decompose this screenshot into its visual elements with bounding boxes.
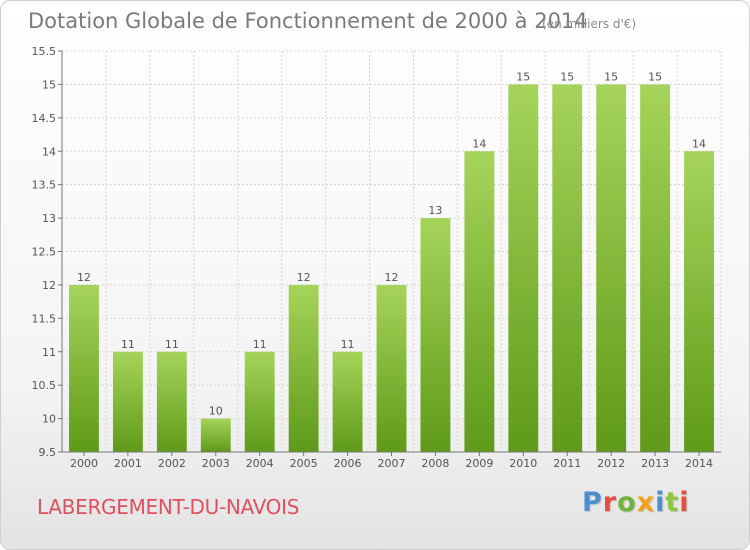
x-tick-label: 2006 — [334, 457, 362, 470]
x-tick-label: 2009 — [465, 457, 493, 470]
bar — [640, 84, 671, 453]
x-tick-label: 2005 — [290, 457, 318, 470]
bar-value-label: 11 — [341, 338, 355, 351]
y-tick-label: 12 — [42, 279, 56, 292]
bar-value-label: 10 — [209, 405, 223, 418]
bar-value-label: 11 — [121, 338, 135, 351]
bar — [288, 284, 319, 452]
bar-value-label: 15 — [648, 70, 662, 83]
x-tick-label: 2007 — [378, 457, 406, 470]
logo-letter: i — [655, 487, 666, 518]
bar — [112, 351, 143, 452]
bar — [552, 84, 583, 453]
x-tick-label: 2000 — [70, 457, 98, 470]
x-tick-label: 2014 — [685, 457, 713, 470]
y-tick-label: 11 — [42, 346, 56, 359]
bar-value-label: 14 — [472, 137, 486, 150]
x-tick-label: 2004 — [246, 457, 274, 470]
bar — [508, 84, 539, 453]
y-tick-label: 13.5 — [32, 179, 57, 192]
bar — [244, 351, 275, 452]
bar — [376, 284, 407, 452]
x-tick-label: 2010 — [509, 457, 537, 470]
x-tick-label: 2003 — [202, 457, 230, 470]
proxiti-logo[interactable]: Proxiti — [582, 487, 690, 518]
bar-value-label: 12 — [297, 271, 311, 284]
logo-letter: i — [679, 487, 690, 518]
logo-letter: x — [636, 487, 656, 518]
bar-value-label: 12 — [385, 271, 399, 284]
chart-title: Dotation Globale de Fonctionnement de 20… — [28, 9, 588, 33]
bar — [684, 151, 714, 452]
logo-letter: o — [617, 487, 637, 518]
logo-letter: P — [582, 487, 603, 518]
bar — [420, 218, 451, 452]
commune-name: LABERGEMENT-DU-NAVOIS — [37, 495, 300, 519]
chart-unit: (en milliers d'€) — [542, 17, 637, 31]
bar — [69, 284, 99, 452]
y-tick-label: 12.5 — [32, 246, 57, 259]
y-tick-label: 9.5 — [39, 446, 57, 459]
bar — [200, 418, 231, 452]
bar-value-label: 15 — [516, 70, 530, 83]
logo-letter: t — [665, 487, 680, 518]
x-tick-label: 2011 — [553, 457, 581, 470]
y-tick-label: 10 — [42, 413, 56, 426]
bar-layer: 12 11 11 10 11 12 11 12 13 14 15 15 15 15 14 — [69, 70, 714, 453]
bar — [332, 351, 363, 452]
y-tick-label: 14.5 — [32, 112, 57, 125]
bar-value-label: 12 — [77, 271, 91, 284]
x-tick-label: 2008 — [421, 457, 449, 470]
x-tick-label: 2002 — [158, 457, 186, 470]
x-tick-label: 2012 — [597, 457, 625, 470]
y-tick-label: 15 — [42, 78, 56, 91]
bar-value-label: 13 — [428, 204, 442, 217]
axis-layer: 9.5 10 10.5 11 11.5 12 12.5 13 13.5 14 14.5 15 15.5 2… — [32, 45, 721, 470]
bar-value-label: 15 — [560, 70, 574, 83]
bar-value-label: 15 — [604, 70, 618, 83]
x-tick-label: 2013 — [641, 457, 669, 470]
logo-letter: r — [602, 487, 618, 518]
bar — [464, 151, 495, 452]
bar — [596, 84, 627, 453]
x-tick-label: 2001 — [114, 457, 142, 470]
y-tick-label: 15.5 — [32, 45, 57, 58]
bar — [156, 351, 187, 452]
y-tick-label: 14 — [42, 145, 56, 158]
bar-value-label: 11 — [165, 338, 179, 351]
y-tick-label: 11.5 — [32, 312, 57, 325]
bar-value-label: 11 — [253, 338, 267, 351]
bar-value-label: 14 — [692, 137, 706, 150]
y-tick-label: 13 — [42, 212, 56, 225]
y-tick-label: 10.5 — [32, 379, 57, 392]
